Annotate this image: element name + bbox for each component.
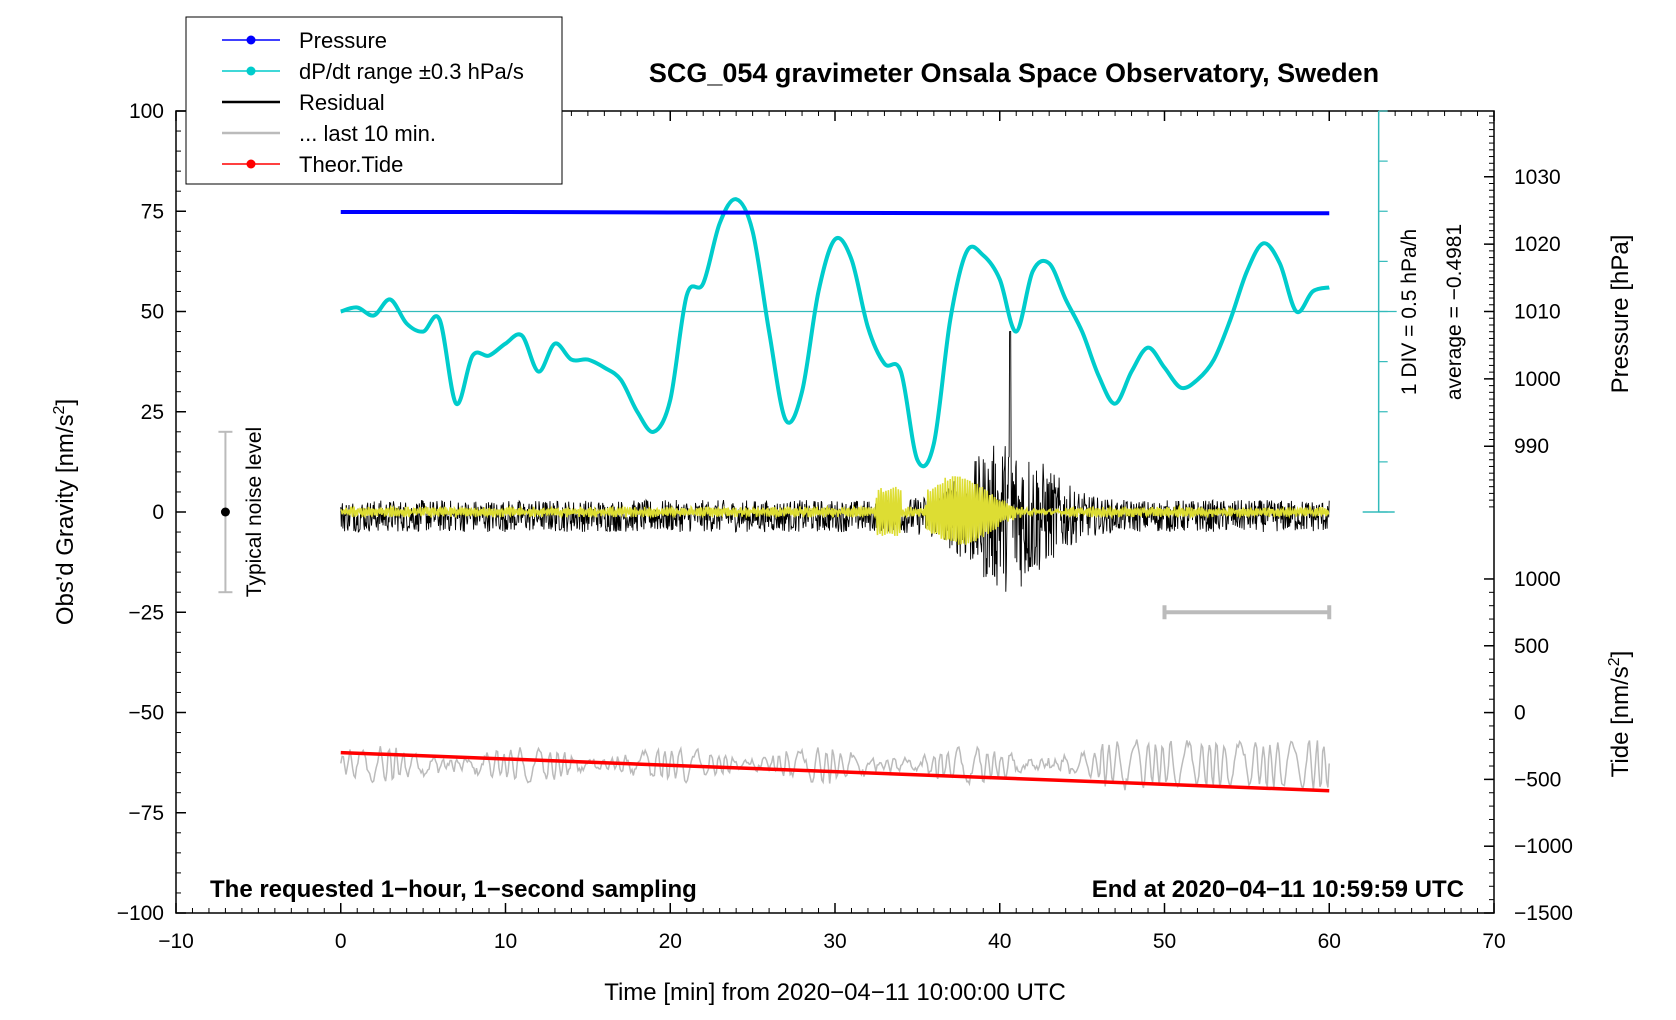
legend-marker [246,159,256,169]
legend-marker [246,35,256,45]
y-tick-label: −75 [128,802,164,825]
legend-items: Pressure dP/dt range ±0.3 hPa/s Residual..… [222,28,524,177]
y-tick-label: 50 [141,301,164,324]
legend-label: Pressure [299,28,387,53]
tide-tick-label: −500 [1514,768,1561,791]
y-tick-label: −25 [128,601,164,624]
tide-tick-label: −1500 [1514,902,1573,925]
y-label-left-sup: 2 [51,405,68,414]
pressure-tick-label: 1030 [1514,166,1561,189]
legend-box [185,16,563,185]
y-label-left-end: ] [52,399,79,406]
pressure-series [340,210,1330,216]
x-tick-label: 30 [823,930,846,953]
noise-level-label: Typical noise level [243,427,266,597]
y-tick-label: 0 [152,501,164,524]
x-tick-label: 70 [1482,930,1505,953]
x-tick-label: 40 [988,930,1011,953]
last10-series [340,739,1330,791]
tide-tick-label: −1000 [1514,835,1573,858]
pressure-tick-label: 990 [1514,435,1549,458]
chart-title: SCG_054 gravimeter Onsala Space Observat… [649,58,1379,88]
legend-label: Residual [299,90,385,115]
tide-label-end: ] [1607,651,1634,658]
legend-marker [246,66,256,76]
axes-ticks: −10 0 10 20 30 40 50 60 701007550250−25−50−75−10… [117,100,1573,953]
sampling-note: The requested 1−hour, 1−second sampling [210,876,697,903]
pressure-tick-label: 1020 [1514,233,1561,256]
ddt-average-annotation: average = −0.4981 [1443,224,1466,400]
y-tick-label: 100 [129,100,164,123]
pressure-tick-label: 1010 [1514,301,1561,324]
end-time-note: End at 2020−04−11 10:59:59 UTC [1092,876,1464,903]
pressure-tick-label: 1000 [1514,368,1561,391]
legend-label: ... last 10 min. [299,121,436,146]
y-axis-label-left: Obs’d Gravity [nm/s2] [51,399,79,625]
legend-label: Theor.Tide [299,152,403,177]
ddt-series [340,197,1330,469]
tide-tick-label: 500 [1514,635,1549,658]
noise-level-point [220,507,230,517]
legend-label: dP/dt range ±0.3 hPa/s [299,59,524,84]
tide-tick-label: 0 [1514,702,1526,725]
pressure-axis-label: Pressure [hPa] [1607,235,1634,394]
x-axis-label: Time [min] from 2020−04−11 10:00:00 UTC [604,979,1066,1006]
tide-label-sup: 2 [1606,657,1623,666]
tide-axis-label: Tide [nm/s2] [1606,651,1634,778]
legend: Pressure dP/dt range ±0.3 hPa/s Residual..… [185,16,563,185]
x-tick-label: 50 [1153,930,1176,953]
y-tick-label: 75 [141,200,164,223]
series-layer [218,197,1332,793]
y-tick-label: −100 [117,902,164,925]
tide-series [340,750,1330,793]
residual-filtered-series [340,476,1330,545]
x-tick-label: 60 [1318,930,1341,953]
y-tick-label: 25 [141,401,164,424]
x-tick-label: 10 [494,930,517,953]
x-tick-label: 0 [335,930,347,953]
x-tick-label: −10 [158,930,194,953]
x-tick-label: 20 [659,930,682,953]
ddt-div-annotation: 1 DIV = 0.5 hPa/h [1398,229,1421,395]
tide-tick-label: 1000 [1514,568,1561,591]
y-label-left-main: Obs’d Gravity [nm/s [52,414,79,625]
tide-label-main: Tide [nm/s [1607,666,1634,777]
y-tick-label: −50 [128,702,164,725]
